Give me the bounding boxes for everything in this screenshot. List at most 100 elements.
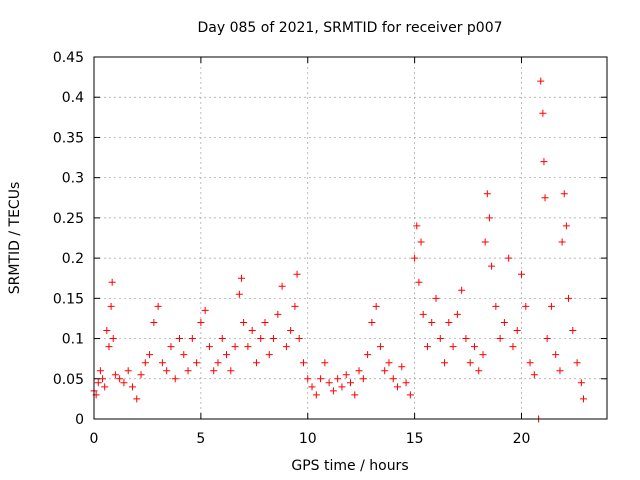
data-point	[317, 375, 325, 383]
data-point	[569, 327, 577, 335]
axes: 0 0.05 0.1 0.15 0.2 0.25 0.3 0.35 0.4 0.45 0 5 10 15 2…	[53, 50, 607, 447]
data-point	[417, 238, 425, 246]
y-tick-label: 0.2	[62, 251, 84, 267]
data-point	[291, 302, 299, 310]
data-point	[552, 351, 560, 359]
data-point	[282, 343, 290, 351]
data-point	[481, 238, 489, 246]
data-point	[193, 359, 201, 367]
y-tick-label: 0.15	[53, 291, 84, 307]
data-point	[359, 375, 367, 383]
data-point	[99, 375, 107, 383]
data-point	[101, 383, 109, 391]
data-point	[197, 318, 205, 326]
data-point	[334, 375, 342, 383]
x-tick-label: 5	[196, 431, 205, 447]
data-point	[398, 363, 406, 371]
data-point	[470, 343, 478, 351]
data-point	[205, 343, 213, 351]
data-point	[364, 351, 372, 359]
data-point	[394, 383, 402, 391]
data-point	[445, 318, 453, 326]
y-tick-label: 0.45	[53, 50, 84, 66]
data-point	[522, 302, 530, 310]
data-point	[176, 335, 183, 343]
x-tick-label: 15	[406, 431, 424, 447]
data-point	[577, 379, 585, 387]
data-point	[103, 327, 111, 335]
data-point	[223, 351, 231, 359]
data-point	[541, 194, 549, 202]
data-point	[167, 343, 175, 351]
data-point	[419, 310, 427, 318]
data-point	[449, 343, 457, 351]
data-point	[107, 302, 115, 310]
data-point	[492, 302, 500, 310]
data-point	[180, 351, 188, 359]
x-tick-label: 20	[513, 431, 531, 447]
data-point	[329, 387, 337, 395]
data-point	[543, 335, 551, 343]
data-point	[96, 367, 104, 375]
data-point	[184, 367, 192, 375]
data-point	[235, 290, 243, 298]
data-point	[415, 278, 423, 286]
x-axis-label: GPS time / hours	[291, 458, 408, 474]
data-point	[458, 286, 466, 294]
data-point	[312, 391, 320, 399]
data-point	[257, 335, 265, 343]
data-point	[293, 270, 301, 278]
data-point	[261, 318, 269, 326]
data-point	[154, 302, 162, 310]
data-point	[479, 351, 487, 359]
data-point	[406, 391, 414, 399]
data-point	[94, 379, 102, 387]
data-point	[274, 310, 282, 318]
data-point	[325, 379, 333, 387]
data-point	[133, 395, 141, 403]
data-point	[496, 335, 504, 343]
data-point	[500, 318, 508, 326]
data-point	[462, 335, 470, 343]
y-tick-label: 0.4	[62, 90, 84, 106]
y-axis-label: SRMTID / TECUs	[7, 182, 23, 295]
data-point	[201, 306, 209, 314]
data-point	[295, 335, 303, 343]
data-point	[389, 375, 397, 383]
data-point	[171, 375, 179, 383]
data-point	[244, 343, 252, 351]
data-point	[124, 367, 132, 375]
data-point	[158, 359, 166, 367]
data-point	[231, 343, 239, 351]
chart-title: Day 085 of 2021, SRMTID for receiver p00…	[197, 20, 502, 36]
data-point	[453, 310, 461, 318]
data-point	[120, 379, 128, 387]
data-point	[368, 318, 376, 326]
y-tick-label: 0.3	[62, 171, 84, 187]
data-point	[562, 222, 570, 230]
data-point	[441, 359, 449, 367]
data-point	[163, 367, 171, 375]
data-point	[558, 238, 566, 246]
data-point	[270, 335, 278, 343]
data-point	[573, 359, 581, 367]
data-point	[108, 278, 116, 286]
data-point	[218, 335, 226, 343]
data-point	[214, 359, 222, 367]
data-point	[210, 367, 218, 375]
data-point	[150, 318, 158, 326]
y-tick-label: 0.35	[53, 130, 84, 146]
data-point	[287, 327, 295, 335]
data-point	[188, 335, 196, 343]
data-point	[518, 270, 525, 278]
plot-frame	[93, 56, 608, 420]
data-point	[428, 318, 436, 326]
data-point	[278, 282, 286, 290]
data-point	[299, 359, 307, 367]
data-point	[466, 359, 474, 367]
data-point	[372, 302, 380, 310]
data-point	[413, 222, 421, 230]
data-point	[252, 359, 260, 367]
data-point	[109, 335, 117, 343]
data-point	[402, 379, 410, 387]
